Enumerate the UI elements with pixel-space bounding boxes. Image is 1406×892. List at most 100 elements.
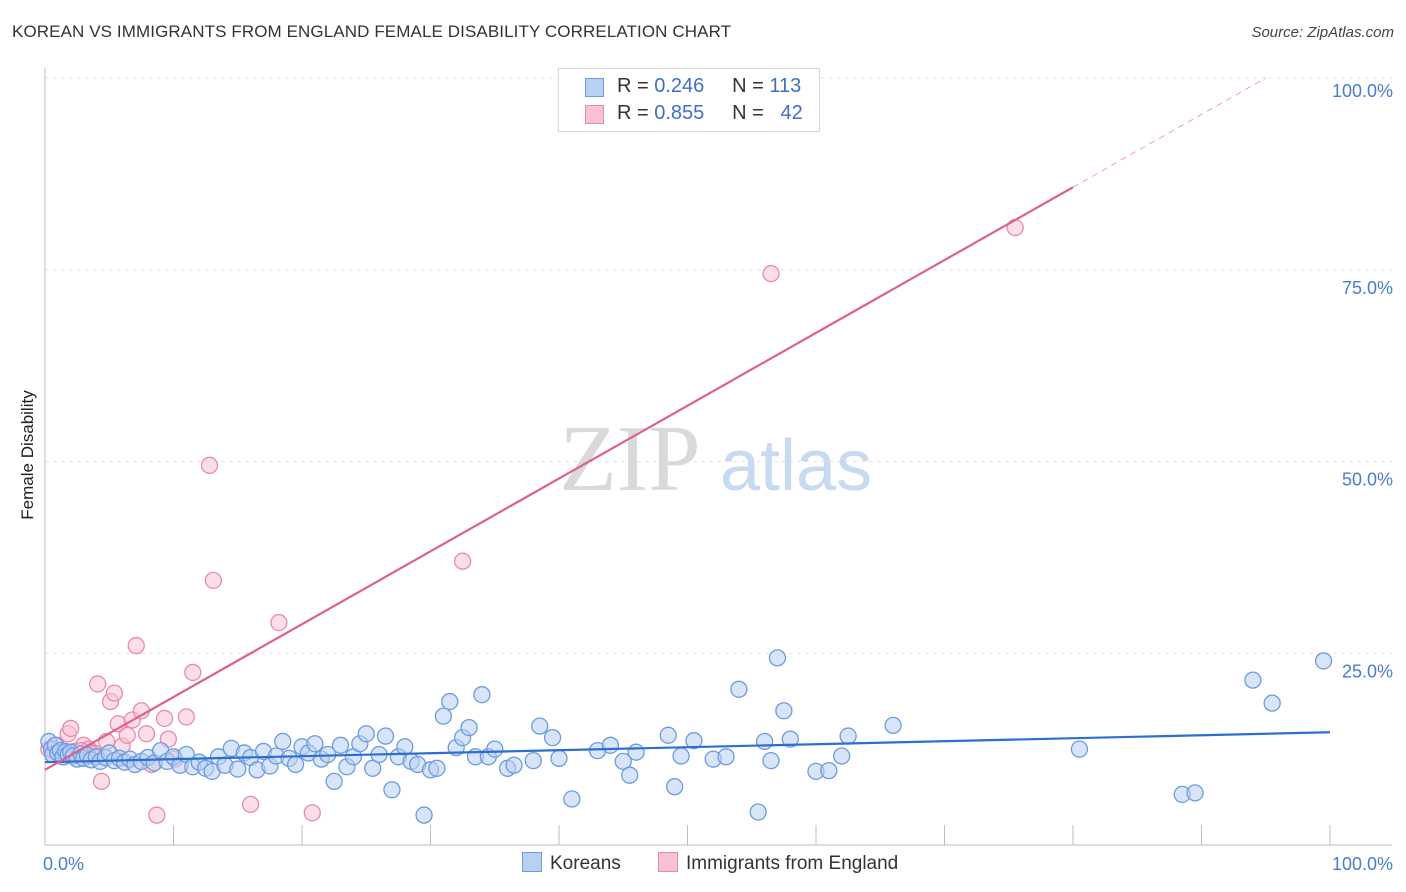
data-point-korean xyxy=(1244,671,1262,689)
legend-swatch-blue xyxy=(585,78,604,97)
legend-r-value: 0.855 xyxy=(654,102,705,124)
series-immigrants-from-england-points xyxy=(40,218,1024,824)
data-point-korean xyxy=(383,781,401,799)
data-point-korean xyxy=(820,761,838,780)
data-point-england xyxy=(127,636,145,655)
data-point-korean xyxy=(415,806,433,824)
data-point-korean xyxy=(666,778,684,796)
chart-title: KOREAN VS IMMIGRANTS FROM ENGLAND FEMALE… xyxy=(12,22,732,41)
data-point-korean xyxy=(659,726,677,744)
legend-swatch-pink xyxy=(585,105,604,124)
tick-labels: 25.0% 50.0% 75.0% 100.0% 0.0% 100.0% xyxy=(43,81,1393,874)
data-point-korean xyxy=(306,735,324,753)
data-point-korean xyxy=(357,725,375,743)
x-tick-label: 100.0% xyxy=(1332,854,1393,874)
watermark: ZIP atlas xyxy=(560,407,873,511)
legend-r-label: R = xyxy=(617,102,655,124)
data-point-korean xyxy=(563,790,581,808)
data-point-korean xyxy=(460,718,478,737)
bottom-legend-swatch-pink xyxy=(658,852,678,872)
data-point-korean xyxy=(833,747,851,765)
data-point-korean xyxy=(762,751,780,770)
data-point-korean xyxy=(441,692,459,711)
data-point-korean xyxy=(396,738,414,756)
legend-n-value: 113 xyxy=(769,75,802,97)
data-point-england xyxy=(177,708,196,726)
data-point-england xyxy=(155,709,174,728)
data-point-korean xyxy=(286,755,305,774)
data-point-england xyxy=(89,675,107,693)
data-point-england xyxy=(200,456,219,474)
data-point-england xyxy=(204,571,222,590)
data-point-korean xyxy=(274,732,292,751)
data-point-korean xyxy=(884,716,902,734)
data-point-korean xyxy=(1070,740,1089,758)
data-point-korean xyxy=(672,747,690,765)
y-tick-label: 100.0% xyxy=(1332,81,1393,101)
data-point-korean xyxy=(550,749,568,767)
legend-r-label: R = xyxy=(617,75,655,97)
data-point-korean xyxy=(325,772,343,790)
bottom-legend-england: Immigrants from England xyxy=(658,852,898,875)
data-point-korean xyxy=(486,740,504,758)
axes xyxy=(44,68,1392,846)
data-point-korean xyxy=(730,680,748,698)
legend-n-label: N = xyxy=(732,75,770,97)
data-point-korean xyxy=(717,748,735,766)
data-point-england xyxy=(92,772,111,790)
x-tick-label: 0.0% xyxy=(43,854,84,874)
data-point-england xyxy=(105,684,124,702)
legend-n-label: N = xyxy=(732,102,770,124)
data-point-korean xyxy=(229,760,247,778)
data-point-korean xyxy=(543,728,562,747)
data-point-korean xyxy=(1186,784,1204,802)
data-point-korean xyxy=(775,702,793,720)
legend-r-value: 0.246 xyxy=(654,75,705,97)
data-point-korean xyxy=(505,756,523,774)
legend-n-value: 42 xyxy=(780,102,803,124)
data-point-korean xyxy=(839,727,857,745)
data-point-england xyxy=(270,613,288,632)
data-point-england xyxy=(148,806,166,824)
trend-lines xyxy=(44,77,1331,771)
data-point-korean xyxy=(614,752,632,771)
data-point-england xyxy=(303,804,321,822)
data-point-korean xyxy=(749,803,767,821)
data-point-korean xyxy=(1314,652,1333,670)
data-point-korean xyxy=(781,730,799,748)
watermark-atlas: atlas xyxy=(720,426,872,506)
data-point-korean xyxy=(428,759,446,777)
data-point-korean xyxy=(376,727,395,745)
data-point-korean xyxy=(473,686,491,704)
trend-line-england-extension xyxy=(1072,77,1266,188)
data-point-england xyxy=(241,795,260,813)
data-point-england xyxy=(453,552,472,570)
data-point-england xyxy=(137,725,156,743)
data-point-korean xyxy=(364,759,382,777)
data-point-korean xyxy=(768,649,787,667)
data-point-korean xyxy=(331,736,350,754)
data-point-korean xyxy=(601,736,620,754)
data-point-england xyxy=(118,726,136,744)
trend-line-koreans xyxy=(44,731,1331,764)
data-point-korean xyxy=(627,743,645,761)
data-point-england xyxy=(184,663,202,682)
data-point-korean xyxy=(755,732,774,751)
bottom-legend-swatch-blue xyxy=(522,852,542,872)
bottom-legend-label: Immigrants from England xyxy=(686,853,899,874)
data-point-england xyxy=(762,264,780,283)
bottom-legend-label: Koreans xyxy=(550,853,621,874)
data-point-korean xyxy=(531,717,549,735)
source-credit: Source: ZipAtlas.com xyxy=(1251,24,1394,41)
data-point-korean xyxy=(524,751,542,770)
data-point-korean xyxy=(685,732,703,750)
data-point-korean xyxy=(621,766,639,784)
bottom-legend-koreans: Koreans xyxy=(522,852,621,875)
y-tick-label: 50.0% xyxy=(1342,470,1393,490)
watermark-zip: ZIP xyxy=(560,407,701,511)
data-point-england xyxy=(62,719,80,738)
data-point-korean xyxy=(434,707,453,725)
trend-line-england xyxy=(44,186,1074,771)
y-tick-label: 75.0% xyxy=(1342,278,1393,298)
